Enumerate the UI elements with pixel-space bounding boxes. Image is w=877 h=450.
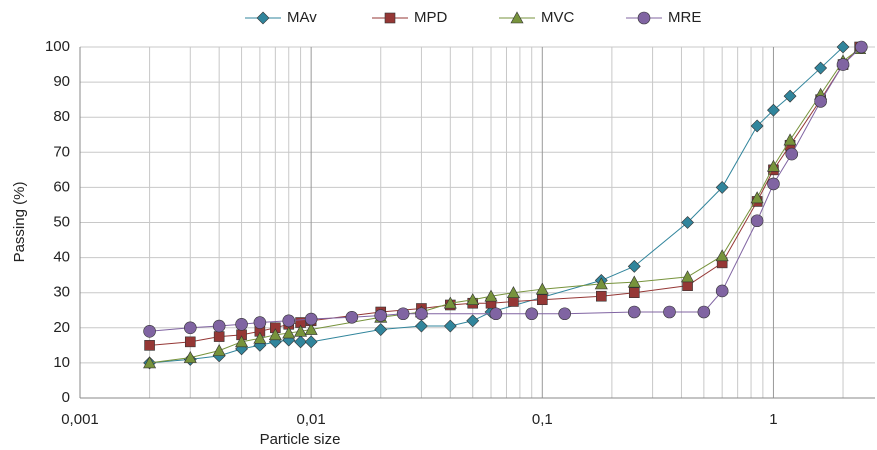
- marker: [235, 317, 248, 331]
- x-tick-label: 0,1: [532, 411, 553, 428]
- marker: [304, 335, 318, 349]
- marker: [715, 284, 729, 298]
- marker: [484, 289, 498, 302]
- x-tick-label: 1: [769, 411, 777, 428]
- marker: [558, 307, 571, 321]
- y-tick-label: 10: [53, 354, 70, 371]
- marker: [836, 58, 850, 71]
- marker: [783, 133, 797, 146]
- marker: [637, 11, 651, 25]
- y-axis-label: Passing (%): [11, 182, 28, 263]
- y-tick-label: 60: [53, 178, 70, 195]
- y-tick-label: 100: [45, 38, 70, 55]
- marker: [466, 293, 480, 306]
- marker: [715, 249, 729, 262]
- marker: [750, 191, 764, 204]
- marker: [715, 180, 729, 194]
- legend-label: MPD: [414, 9, 448, 26]
- marker: [627, 259, 641, 273]
- marker: [506, 286, 520, 299]
- marker: [697, 305, 711, 319]
- y-tick-label: 90: [53, 73, 70, 90]
- marker: [525, 307, 539, 321]
- y-tick-label: 30: [53, 284, 70, 301]
- marker: [596, 290, 607, 302]
- x-axis-label: Particle size: [260, 431, 341, 448]
- marker: [415, 319, 428, 333]
- marker: [282, 326, 296, 339]
- marker: [282, 314, 296, 328]
- marker: [855, 40, 868, 54]
- x-tick-label: 0,001: [61, 411, 99, 428]
- marker: [443, 296, 457, 309]
- marker: [814, 61, 828, 75]
- marker: [396, 307, 410, 321]
- marker: [443, 319, 457, 333]
- marker: [814, 95, 827, 108]
- marker: [212, 343, 226, 356]
- marker: [294, 335, 307, 349]
- marker: [415, 307, 428, 321]
- marker: [663, 305, 676, 319]
- marker: [183, 321, 197, 335]
- marker: [268, 328, 282, 341]
- marker: [235, 335, 249, 348]
- marker: [294, 324, 308, 337]
- legend-label: MAv: [287, 9, 317, 26]
- x-tick-label: 0,01: [297, 411, 326, 428]
- y-tick-label: 70: [53, 143, 70, 160]
- marker: [374, 309, 388, 322]
- marker: [681, 216, 694, 229]
- marker: [374, 323, 388, 336]
- y-tick-label: 20: [53, 319, 70, 336]
- marker: [681, 270, 695, 283]
- series-line: [149, 46, 862, 332]
- marker: [345, 310, 359, 324]
- marker: [144, 340, 155, 351]
- marker: [785, 147, 799, 161]
- marker: [143, 325, 156, 338]
- marker: [304, 322, 318, 335]
- marker: [384, 12, 396, 24]
- marker: [628, 287, 640, 299]
- legend-label: MVC: [541, 9, 575, 26]
- marker: [750, 119, 764, 133]
- marker: [212, 319, 226, 333]
- marker: [510, 11, 524, 24]
- marker: [767, 177, 780, 191]
- marker: [766, 159, 780, 172]
- marker: [184, 336, 196, 348]
- marker: [767, 103, 780, 117]
- marker: [489, 307, 503, 321]
- marker: [253, 331, 267, 344]
- marker: [627, 305, 641, 319]
- marker: [304, 312, 318, 326]
- marker: [627, 275, 641, 288]
- marker: [466, 314, 480, 328]
- y-tick-label: 50: [53, 213, 70, 230]
- marker: [783, 89, 797, 103]
- y-tick-label: 0: [62, 389, 70, 406]
- marker: [256, 11, 270, 25]
- legend-label: MRE: [668, 9, 701, 26]
- y-tick-label: 40: [53, 249, 70, 266]
- marker: [213, 331, 225, 342]
- marker: [594, 277, 608, 290]
- marker: [253, 316, 267, 329]
- marker: [536, 294, 548, 306]
- marker: [836, 40, 850, 54]
- marker: [750, 214, 764, 228]
- marker: [183, 351, 197, 363]
- marker: [143, 356, 157, 369]
- marker: [535, 282, 549, 295]
- y-tick-label: 80: [53, 108, 70, 125]
